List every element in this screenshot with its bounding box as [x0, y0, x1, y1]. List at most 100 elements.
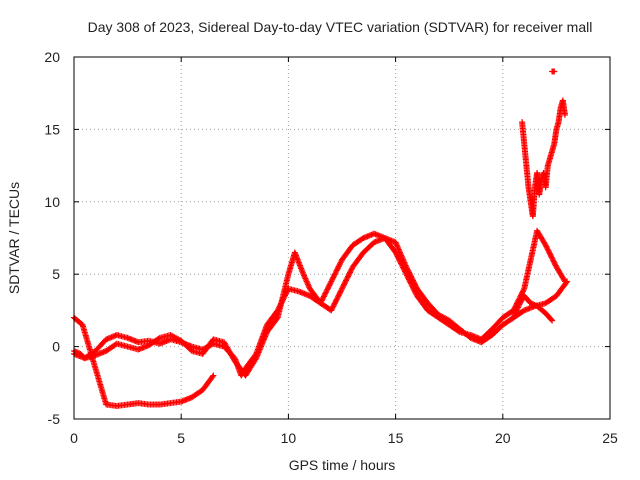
data-point [564, 278, 571, 285]
data-point [409, 276, 416, 283]
data-point [551, 259, 558, 266]
data-point [548, 316, 555, 323]
data-point [347, 268, 354, 275]
data-point [336, 291, 343, 298]
data-point [410, 278, 417, 285]
data-point [338, 287, 345, 294]
data-point [550, 257, 557, 264]
plot-frame [73, 56, 611, 420]
data-points [71, 68, 571, 409]
data-point [546, 249, 553, 256]
y-tick-label: 5 [52, 266, 60, 282]
data-point [332, 268, 339, 275]
axis-ticks: 0 5 10 15 20 25 -5 0 5 10 15 20 [44, 49, 618, 446]
data-point [210, 372, 217, 379]
data-point [334, 293, 341, 300]
data-point [325, 283, 332, 290]
data-series [549, 68, 558, 75]
data-point [343, 276, 350, 283]
y-axis-label: SDTVAR / TECUs [6, 182, 22, 294]
y-tick-label: 20 [44, 49, 60, 65]
data-point [342, 278, 349, 285]
data-point [551, 68, 558, 75]
data-point [328, 277, 335, 284]
data-series [71, 235, 571, 379]
data-point [335, 292, 342, 299]
x-tick-label: 25 [602, 430, 618, 446]
data-point [544, 246, 551, 253]
data-point [561, 111, 568, 118]
data-point [332, 297, 339, 304]
data-point [321, 292, 328, 299]
data-point [542, 242, 549, 249]
data-point [341, 280, 348, 287]
y-tick-label: 10 [44, 194, 60, 210]
data-point [412, 281, 419, 288]
data-point [519, 289, 526, 296]
data-point [209, 373, 216, 380]
data-point [549, 255, 556, 262]
grid-lines [74, 57, 610, 419]
data-point [334, 295, 341, 302]
data-point [544, 244, 551, 251]
data-point [330, 274, 337, 281]
data-point [320, 294, 327, 301]
data-point [328, 306, 335, 313]
data-point [520, 287, 527, 294]
data-point [550, 258, 557, 265]
data-point [322, 289, 329, 296]
data-point [324, 285, 331, 292]
data-point [406, 269, 412, 276]
data-point [331, 271, 338, 278]
data-point [328, 307, 335, 314]
data-point [336, 262, 343, 269]
data-series [519, 97, 568, 220]
data-point [403, 265, 410, 272]
data-point [347, 269, 354, 276]
data-point [333, 267, 340, 274]
data-point [330, 301, 337, 308]
data-point [273, 315, 280, 322]
data-point [335, 263, 342, 270]
data-point [408, 274, 415, 281]
data-point [549, 317, 556, 324]
x-tick-label: 20 [495, 430, 511, 446]
data-point [345, 273, 352, 280]
data-point [545, 247, 552, 254]
data-point [330, 273, 337, 280]
data-point [405, 268, 412, 275]
x-tick-label: 10 [281, 430, 297, 446]
data-point [336, 289, 343, 296]
x-tick-label: 5 [177, 430, 185, 446]
chart-title: Day 308 of 2023, Sidereal Day-to-day VTE… [88, 19, 593, 35]
y-tick-label: 0 [52, 339, 60, 355]
x-tick-label: 15 [388, 430, 404, 446]
data-point [348, 266, 355, 273]
data-point [329, 304, 336, 311]
data-point [341, 281, 348, 288]
data-point [410, 277, 417, 284]
data-point [332, 270, 339, 277]
data-point [329, 275, 336, 282]
data-point [344, 274, 351, 281]
data-series [510, 292, 556, 324]
x-tick-label: 0 [70, 430, 78, 446]
data-point [411, 280, 418, 287]
data-point [322, 290, 329, 297]
data-point [330, 303, 337, 310]
data-point [334, 264, 341, 271]
data-point [547, 251, 554, 258]
data-point [563, 279, 570, 286]
data-point [406, 270, 413, 277]
data-point [346, 270, 353, 277]
data-point [326, 282, 333, 289]
data-point [332, 299, 339, 306]
data-point [339, 285, 345, 292]
data-point [546, 250, 553, 257]
data-point [548, 254, 555, 261]
data-point [343, 277, 350, 284]
data-point [548, 253, 555, 260]
data-point [328, 278, 335, 285]
data-point [323, 287, 330, 294]
